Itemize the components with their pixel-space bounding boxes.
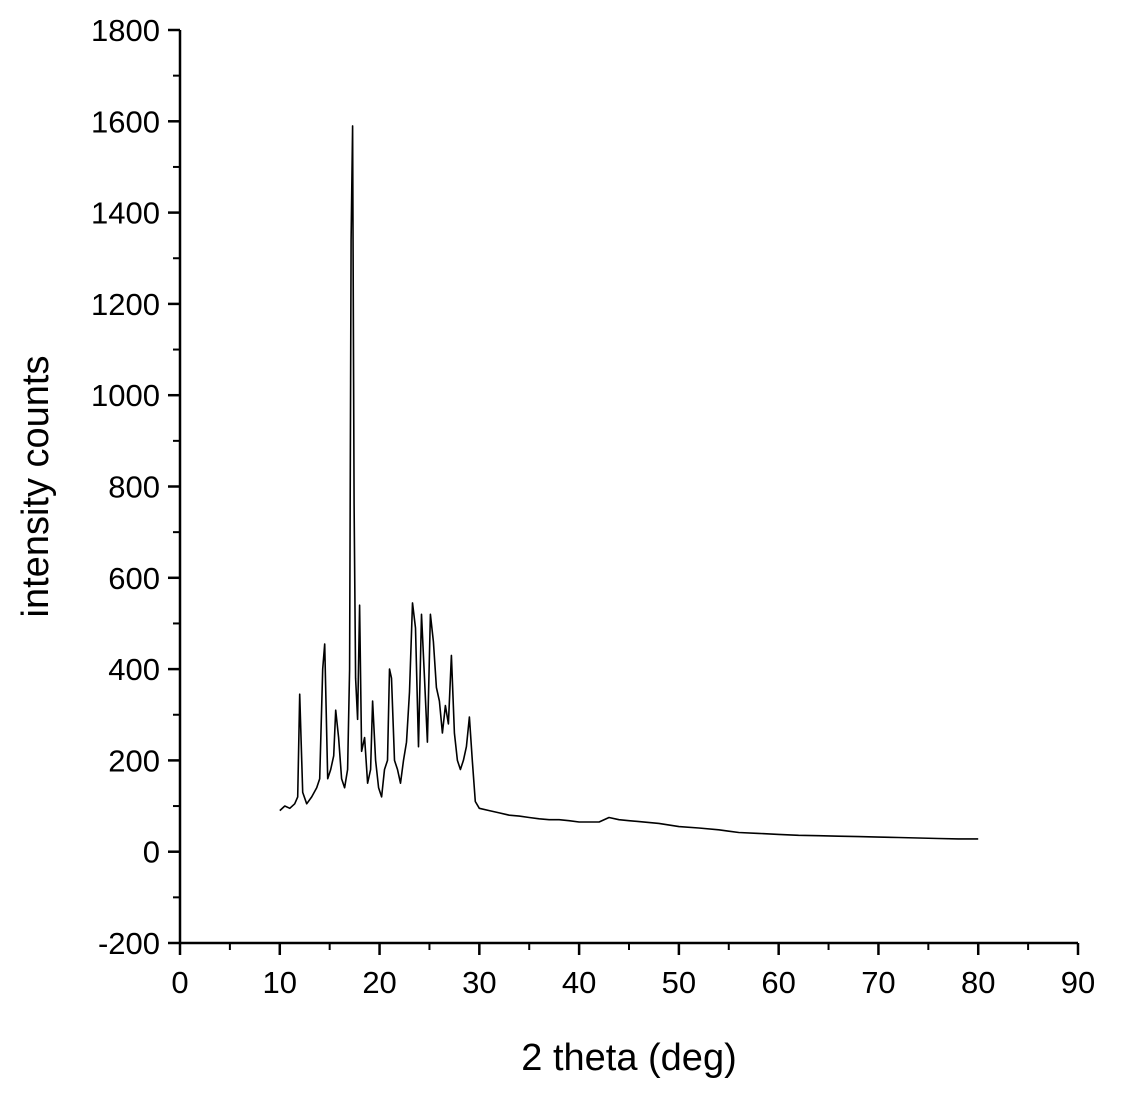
x-tick-label: 0: [171, 965, 188, 1000]
x-tick-label: 30: [462, 965, 496, 1000]
plot-area: [279, 125, 979, 840]
y-tick-label: 1000: [91, 378, 160, 413]
x-tick-label: 40: [562, 965, 596, 1000]
y-tick-label: 200: [108, 743, 160, 778]
y-tick-label: 1800: [91, 13, 160, 48]
y-tick-label: -200: [98, 926, 160, 961]
x-tick-label: 20: [362, 965, 396, 1000]
x-tick-label: 90: [1061, 965, 1095, 1000]
x-tick-label: 60: [761, 965, 795, 1000]
x-tick-label: 70: [861, 965, 895, 1000]
y-tick-label: 1200: [91, 287, 160, 322]
x-tick-label: 10: [263, 965, 297, 1000]
y-tick-label: 1600: [91, 104, 160, 139]
x-tick-label: 80: [961, 965, 995, 1000]
y-tick-label: 800: [108, 470, 160, 505]
y-axis-title: intensity counts: [15, 356, 57, 618]
y-tick-label: 400: [108, 652, 160, 687]
series-line: [279, 125, 979, 840]
y-tick-label: 1400: [91, 196, 160, 231]
axes: -200 0 200 400 600 800 1000 1200 1400 1600 1800 0 10…: [91, 13, 1095, 1000]
x-tick-label: 50: [662, 965, 696, 1000]
y-tick-label: 0: [143, 835, 160, 870]
x-axis-title: 2 theta (deg): [521, 1037, 736, 1079]
y-tick-label: 600: [108, 561, 160, 596]
